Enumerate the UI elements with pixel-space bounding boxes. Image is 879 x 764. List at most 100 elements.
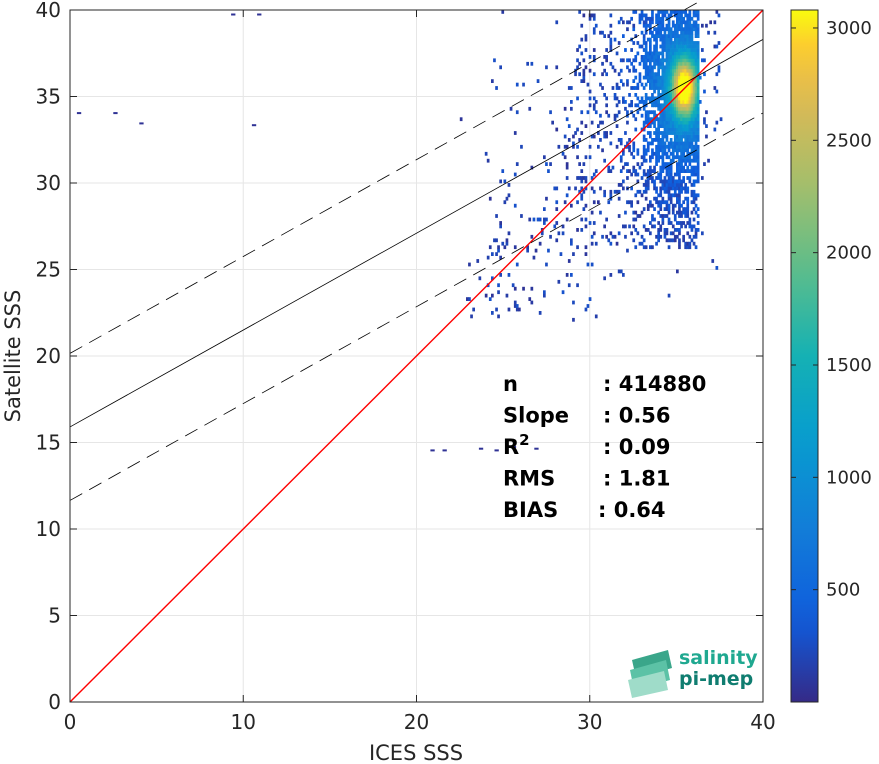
heat-cell <box>592 30 596 35</box>
heat-cell <box>513 203 517 208</box>
heat-cell <box>669 58 673 63</box>
heat-cell <box>686 61 690 66</box>
heat-cell <box>682 82 685 87</box>
heat-cell <box>663 30 667 35</box>
heat-cell <box>715 10 719 14</box>
heat-cell <box>661 162 665 166</box>
heat-cell <box>671 93 675 97</box>
heat-cell <box>676 55 679 59</box>
heat-cell <box>590 186 594 191</box>
heat-cell <box>607 34 611 38</box>
heat-cell <box>673 186 677 191</box>
heat-cell <box>692 124 696 128</box>
heat-cell <box>638 61 642 66</box>
heat-cell <box>638 75 642 80</box>
heat-cell <box>651 169 654 173</box>
heat-cell <box>495 214 498 218</box>
heat-cell <box>694 127 698 132</box>
heat-cell <box>678 172 681 177</box>
heat-cell <box>673 110 677 115</box>
heat-cell <box>642 189 646 194</box>
heat-cell <box>684 141 687 146</box>
heat-cell <box>688 155 692 160</box>
heat-cell <box>630 100 633 104</box>
heat-cell <box>653 217 656 222</box>
heat-cell <box>673 37 677 42</box>
heat-cell <box>632 23 636 28</box>
heat-cell <box>715 120 719 125</box>
heat-cell <box>671 155 675 160</box>
heat-cell <box>646 148 650 153</box>
heat-cell <box>619 155 623 160</box>
heat-cell <box>678 183 681 187</box>
heat-cell <box>649 165 652 170</box>
heat-cell <box>688 65 692 70</box>
heat-cell <box>653 96 656 101</box>
heat-cell <box>578 61 581 66</box>
heat-cell <box>630 151 633 156</box>
heat-cell <box>678 162 681 166</box>
heat-cell <box>667 48 671 52</box>
heat-cell <box>684 79 687 83</box>
heat-cell <box>688 179 692 184</box>
heat-cell <box>578 138 581 142</box>
heat-cell <box>636 162 640 166</box>
heat-cell <box>688 141 692 146</box>
heat-cell <box>692 193 696 198</box>
heat-cell <box>632 41 636 45</box>
heat-cell <box>578 162 581 166</box>
heat-cell <box>667 61 671 66</box>
heat-cell <box>499 273 502 277</box>
heat-cell <box>584 48 588 52</box>
heat-cell <box>676 138 679 142</box>
heat-cell <box>590 241 594 246</box>
colorbar-tick-label: 500 <box>826 580 860 601</box>
heat-cell <box>649 245 652 250</box>
heat-cell <box>507 307 511 312</box>
heat-cell <box>676 51 679 56</box>
heat-cell <box>619 183 623 187</box>
heat-cell <box>615 241 619 246</box>
heat-cell <box>669 221 673 225</box>
heat-cell <box>582 75 586 80</box>
heat-cell <box>642 148 646 153</box>
heat-cell <box>671 23 675 28</box>
heat-cell <box>582 13 586 18</box>
heat-cell <box>669 79 673 83</box>
heat-cell <box>678 200 681 205</box>
heat-cell <box>661 200 665 205</box>
heat-cell <box>661 51 665 56</box>
heat-cell <box>642 23 646 28</box>
heat-cell <box>694 110 698 115</box>
heat-cell <box>684 183 687 187</box>
heat-cell <box>578 176 581 180</box>
heat-cell <box>567 124 571 128</box>
heat-cell <box>671 117 675 122</box>
heat-cell <box>673 127 677 132</box>
heat-cell <box>659 23 663 28</box>
heat-cell <box>682 89 685 94</box>
heat-cell <box>676 131 679 135</box>
heat-cell <box>501 10 505 14</box>
heat-cell <box>655 51 658 56</box>
heat-cell <box>661 13 665 18</box>
heat-cell <box>669 48 673 52</box>
heat-cell <box>634 93 638 97</box>
heat-cell <box>605 110 608 115</box>
heat-cell <box>644 186 648 191</box>
heat-cell <box>690 113 694 118</box>
heat-cell <box>651 79 654 83</box>
heat-cell <box>678 27 681 32</box>
heat-cell <box>688 93 692 97</box>
heat-cell <box>686 58 690 63</box>
heat-cell <box>584 224 588 229</box>
heat-cell <box>584 124 588 128</box>
x-tick-label: 0 <box>64 710 77 734</box>
heat-cell <box>667 172 671 177</box>
heat-cell <box>576 144 579 149</box>
heat-cell <box>684 103 687 108</box>
heat-cell <box>678 96 681 101</box>
heat-cell <box>696 148 700 153</box>
heat-cell <box>580 186 584 191</box>
heat-cell <box>653 224 656 229</box>
